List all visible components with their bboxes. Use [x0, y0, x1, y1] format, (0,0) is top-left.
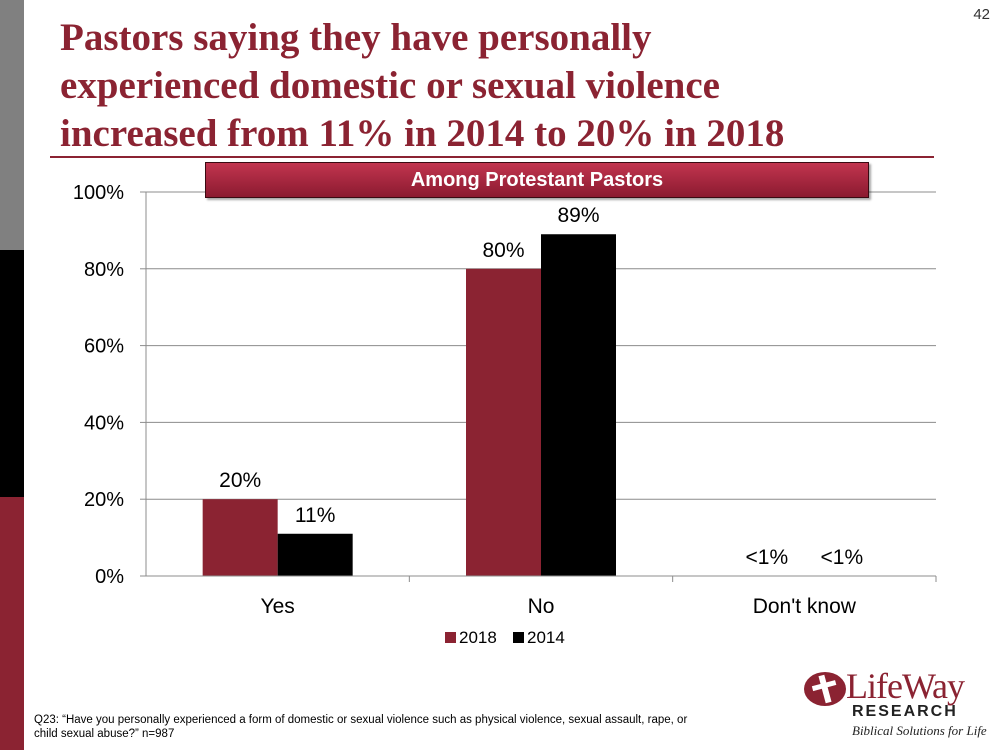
title-divider [50, 156, 934, 158]
title-line: Pastors saying they have personally [60, 16, 652, 59]
x-tick-label: No [528, 595, 555, 618]
data-label: 80% [482, 239, 524, 262]
bar-2018 [202, 499, 278, 576]
title-line: experienced domestic or sexual violence [60, 64, 720, 107]
y-tick-label: 80% [84, 259, 124, 281]
logo-research: RESEARCH [852, 703, 958, 720]
legend-label: 2018 [459, 628, 497, 647]
lifeway-logo: LifeWay RESEARCH Biblical Solutions for … [800, 665, 990, 745]
x-tick-label: Yes [261, 595, 295, 618]
data-label: 20% [219, 469, 261, 492]
y-tick-label: 0% [95, 566, 124, 588]
lifeway-cross-icon [804, 672, 846, 706]
footnote: Q23: “Have you personally experienced a … [34, 713, 774, 741]
y-tick-label: 60% [84, 336, 124, 358]
bar-2014 [541, 234, 616, 577]
logo-wordmark: LifeWay [846, 666, 965, 706]
side-bar-black [0, 250, 24, 497]
footnote-line: Q23: “Have you personally experienced a … [34, 714, 688, 726]
data-label: <1% [821, 546, 864, 569]
data-label: 11% [295, 504, 335, 527]
footnote-line: child sexual abuse?” n=987 [34, 728, 175, 740]
y-tick-label: 100% [73, 182, 124, 204]
x-tick-label: Don't know [753, 595, 857, 618]
chart-subtitle: Among Protestant Pastors [205, 162, 869, 198]
side-bar-gray [0, 0, 24, 250]
legend-swatch-2018 [445, 632, 456, 643]
logo-tagline: Biblical Solutions for Life [852, 723, 987, 738]
data-label: 89% [557, 204, 599, 227]
y-tick-label: 20% [84, 489, 124, 511]
bar-2018 [466, 268, 541, 576]
y-tick-label: 40% [84, 412, 124, 434]
legend-swatch-2014 [513, 632, 524, 643]
bar-2014 [277, 533, 353, 576]
slide-title: Pastors saying they have personally expe… [60, 14, 940, 158]
legend-label: 2014 [527, 628, 565, 647]
side-bar-red [0, 497, 24, 750]
slide-number: 42 [973, 6, 990, 23]
data-label: <1% [746, 546, 789, 569]
title-line: increased from 11% in 2014 to 20% in 201… [60, 112, 785, 155]
